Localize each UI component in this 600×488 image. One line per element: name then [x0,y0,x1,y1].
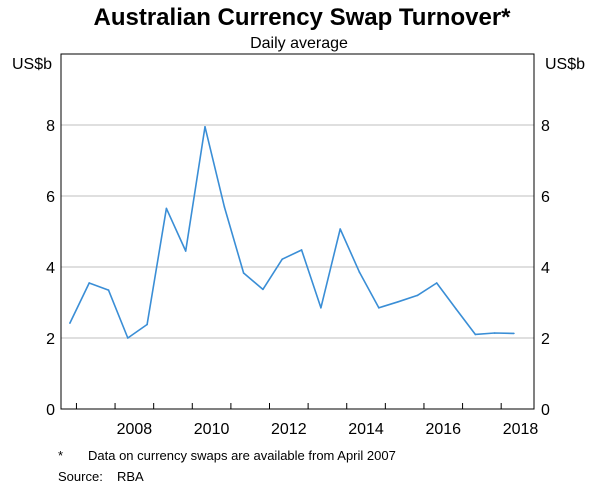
chart-subtitle: Daily average [250,35,348,52]
x-tick-label: 2014 [348,421,384,438]
data-point [455,308,457,310]
data-point [358,271,361,274]
y-tick-label-left: 6 [46,189,55,206]
y-tick-labels-left: 0 2 4 6 8 [46,118,55,419]
gridlines [61,124,534,339]
source-label: Source: [58,469,103,484]
data-point [88,282,90,284]
plot-frame [60,53,535,410]
data-point [146,323,148,326]
data-point [397,300,399,303]
data-point [416,294,419,297]
y-tick-label-right: 4 [541,260,550,277]
data-point [339,228,341,230]
data-point [223,205,226,208]
footnote-marker: * [58,448,63,463]
footnote-text: Data on currency swaps are available fro… [88,448,396,463]
y-tick-labels-right: 0 2 4 6 8 [541,118,550,419]
y-tick-label-left: 2 [46,331,55,348]
x-tick-label: 2016 [425,421,461,438]
y-axis-unit-left: US$b [12,56,52,73]
x-tick-label: 2012 [271,421,307,438]
data-point [126,337,129,339]
x-tick-marks [75,403,502,409]
data-point [300,249,303,251]
y-tick-label-left: 0 [46,402,55,419]
data-point [242,272,245,274]
data-point [204,125,206,128]
data-point [107,289,110,291]
y-axis-unit-right: US$b [545,56,585,73]
x-tick-label: 2010 [194,421,230,438]
y-tick-label-left: 8 [46,118,55,135]
x-tick-label: 2018 [503,421,539,438]
data-point [474,333,477,336]
series-line [69,126,514,339]
data-point [69,322,71,324]
data-point [262,288,264,291]
data-point [435,282,438,284]
data-point [165,207,168,210]
source-text: RBA [117,469,144,484]
data-point [377,307,380,309]
chart-title: Australian Currency Swap Turnover* [94,4,512,31]
series-layer [69,125,515,339]
data-point [281,258,284,260]
data-point [320,307,322,309]
data-point [184,250,187,252]
x-tick-label: 2008 [117,421,153,438]
y-tick-label-right: 6 [541,189,550,206]
data-point [513,332,515,335]
y-tick-label-right: 2 [541,331,550,348]
y-tick-label-right: 0 [541,402,550,419]
x-tick-labels: 2008 2010 2012 2014 2016 2018 [117,421,539,438]
data-point [493,332,496,334]
y-tick-label-right: 8 [541,118,550,135]
y-tick-label-left: 4 [46,260,55,277]
